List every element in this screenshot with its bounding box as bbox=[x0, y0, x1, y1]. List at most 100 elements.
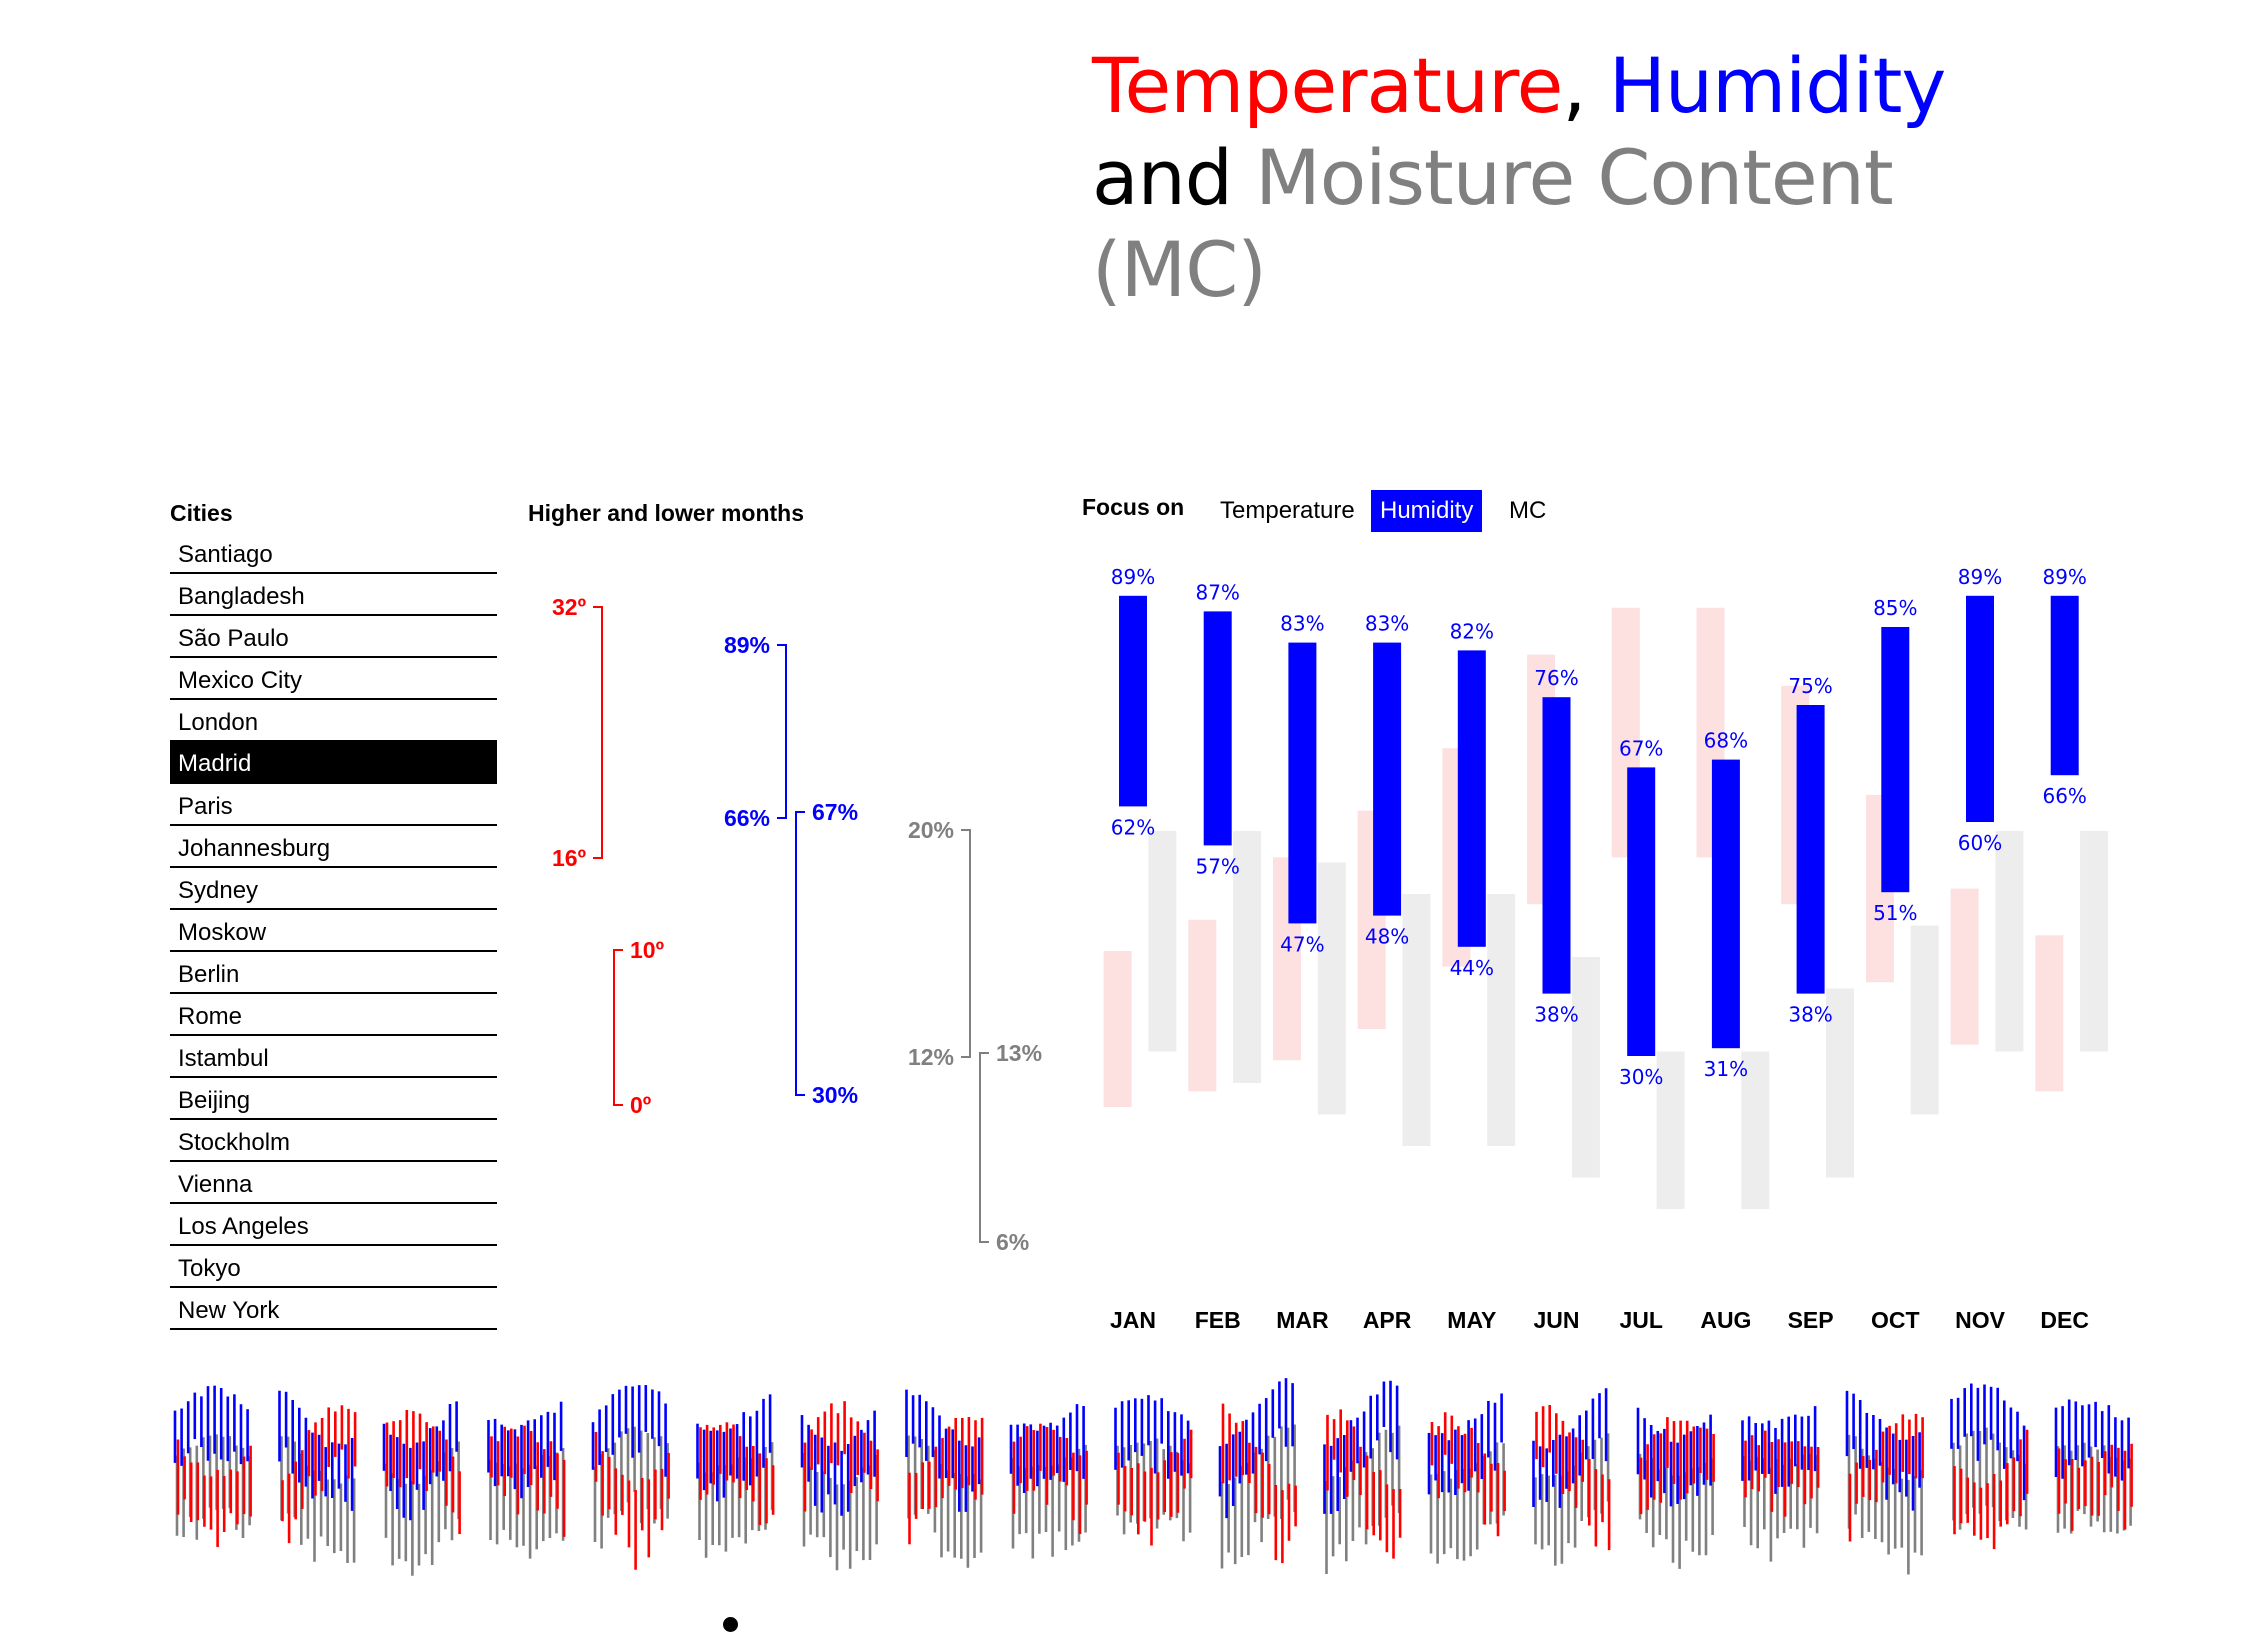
city-item[interactable]: Paris bbox=[170, 787, 497, 826]
hum-high-bracket bbox=[777, 644, 787, 819]
mc-high-bracket bbox=[961, 829, 971, 1058]
temperature-bar bbox=[1103, 951, 1132, 1107]
title-moisture: Moisture Content bbox=[1255, 133, 1893, 222]
mc-bar bbox=[1402, 894, 1431, 1146]
humidity-low-label: 60% bbox=[1958, 831, 2002, 855]
city-thumbnail[interactable] bbox=[1532, 1388, 1611, 1566]
humidity-high-label: 83% bbox=[1280, 612, 1324, 636]
city-item[interactable]: Stockholm bbox=[170, 1123, 497, 1162]
city-item[interactable]: Vienna bbox=[170, 1165, 497, 1204]
humidity-bar bbox=[1119, 595, 1147, 807]
title-humidity: Humidity bbox=[1608, 41, 1947, 130]
hum-high-min-label: 66% bbox=[724, 805, 770, 831]
city-thumbnail[interactable] bbox=[1845, 1390, 1924, 1575]
humidity-low-label: 31% bbox=[1704, 1057, 1748, 1081]
city-thumbnail[interactable] bbox=[1636, 1407, 1715, 1569]
city-item[interactable]: Los Angeles bbox=[170, 1207, 497, 1246]
city-thumbnail[interactable] bbox=[2054, 1399, 2133, 1534]
humidity-low-label: 48% bbox=[1365, 925, 1409, 949]
chart-title: Temperature, Humidity and Moisture Conte… bbox=[1092, 40, 2092, 316]
focus-label: Focus on bbox=[1082, 494, 1185, 520]
city-item[interactable]: Tokyo bbox=[170, 1249, 497, 1288]
city-thumbnail[interactable] bbox=[382, 1401, 461, 1576]
city-thumbnail[interactable] bbox=[1323, 1380, 1402, 1575]
humidity-low-label: 66% bbox=[2042, 784, 2086, 808]
month-tick-label: NOV bbox=[1955, 1307, 2006, 1333]
city-thumbnail[interactable] bbox=[173, 1385, 252, 1547]
city-thumbnail[interactable] bbox=[1741, 1406, 1820, 1562]
mc-bar bbox=[1995, 831, 2024, 1052]
city-thumbnail[interactable] bbox=[1218, 1378, 1297, 1569]
humidity-bar bbox=[1288, 642, 1317, 924]
temp-low-min-label: 0º bbox=[630, 1092, 651, 1118]
city-item[interactable]: Mexico City bbox=[170, 661, 497, 700]
month-tick-label: FEB bbox=[1195, 1307, 1241, 1333]
city-item[interactable]: New York bbox=[170, 1291, 497, 1330]
city-thumbnail[interactable] bbox=[800, 1401, 879, 1571]
hum-low-min-label: 30% bbox=[812, 1082, 858, 1108]
humidity-high-label: 68% bbox=[1704, 729, 1748, 753]
city-thumbnail[interactable] bbox=[591, 1385, 670, 1570]
humidity-low-label: 38% bbox=[1788, 1003, 1832, 1027]
humidity-high-label: 82% bbox=[1450, 619, 1494, 643]
temp-low-bracket bbox=[613, 949, 623, 1106]
temp-high-max-label: 32º bbox=[552, 594, 586, 620]
month-tick-label: MAY bbox=[1447, 1307, 1496, 1333]
city-item[interactable]: Moskow bbox=[170, 913, 497, 952]
humidity-bar bbox=[1966, 595, 1994, 822]
humidity-high-label: 75% bbox=[1788, 674, 1832, 698]
humidity-low-label: 38% bbox=[1534, 1003, 1578, 1027]
hum-high-max-label: 89% bbox=[724, 632, 770, 658]
month-tick-label: JUN bbox=[1533, 1307, 1579, 1333]
humidity-high-label: 85% bbox=[1873, 596, 1917, 620]
month-tick-label: AUG bbox=[1700, 1307, 1751, 1333]
city-item[interactable]: Sydney bbox=[170, 871, 497, 910]
title-separator: , bbox=[1562, 41, 1609, 130]
temperature-bar bbox=[1950, 888, 1979, 1045]
temp-high-bracket bbox=[593, 606, 603, 859]
humidity-high-label: 83% bbox=[1365, 612, 1409, 636]
month-tick-label: SEP bbox=[1788, 1307, 1834, 1333]
humidity-low-label: 44% bbox=[1450, 956, 1494, 980]
city-thumbnail[interactable] bbox=[1950, 1383, 2029, 1550]
humidity-high-label: 89% bbox=[1958, 565, 2002, 589]
city-thumbnail[interactable] bbox=[487, 1401, 566, 1559]
city-item[interactable]: London bbox=[170, 703, 497, 742]
city-item[interactable]: Istambul bbox=[170, 1039, 497, 1078]
city-thumbnail[interactable] bbox=[1009, 1404, 1088, 1559]
humidity-high-label: 76% bbox=[1534, 666, 1578, 690]
city-item[interactable]: Rome bbox=[170, 997, 497, 1036]
city-item[interactable]: Beijing bbox=[170, 1081, 497, 1120]
month-tick-label: OCT bbox=[1871, 1307, 1920, 1333]
focus-mc-button[interactable]: MC bbox=[1509, 497, 1547, 524]
title-and: and bbox=[1092, 133, 1256, 222]
focus-humidity-button[interactable]: Humidity bbox=[1371, 490, 1483, 532]
humidity-bar bbox=[1627, 767, 1656, 1056]
city-item[interactable]: Johannesburg bbox=[170, 829, 497, 868]
city-item[interactable]: São Paulo bbox=[170, 619, 497, 658]
city-thumbnail[interactable] bbox=[1427, 1393, 1506, 1564]
mc-bar bbox=[1571, 957, 1600, 1178]
mc-high-min-label: 12% bbox=[908, 1044, 954, 1070]
city-thumbnail[interactable] bbox=[1114, 1395, 1193, 1546]
mc-bar bbox=[1910, 925, 1939, 1115]
city-item[interactable]: Madrid bbox=[170, 742, 497, 784]
humidity-bar bbox=[1457, 650, 1486, 947]
mc-bar bbox=[1148, 831, 1177, 1052]
city-item[interactable]: Santiago bbox=[170, 535, 497, 574]
city-item[interactable]: Berlin bbox=[170, 955, 497, 994]
city-thumbnail[interactable] bbox=[278, 1390, 357, 1564]
mc-bar bbox=[1826, 988, 1854, 1178]
city-thumbnail[interactable] bbox=[905, 1389, 984, 1568]
humidity-low-label: 47% bbox=[1280, 932, 1324, 956]
city-item[interactable]: Bangladesh bbox=[170, 577, 497, 616]
mc-bar bbox=[1487, 894, 1516, 1146]
title-temperature: Temperature bbox=[1092, 41, 1563, 130]
title-mc: (MC) bbox=[1092, 225, 1267, 314]
humidity-low-label: 62% bbox=[1111, 815, 1155, 839]
city-thumbnail[interactable] bbox=[696, 1394, 775, 1558]
humidity-low-label: 57% bbox=[1195, 854, 1239, 878]
focus-temperature-button[interactable]: Temperature bbox=[1220, 497, 1355, 524]
humidity-bar bbox=[1796, 705, 1825, 994]
